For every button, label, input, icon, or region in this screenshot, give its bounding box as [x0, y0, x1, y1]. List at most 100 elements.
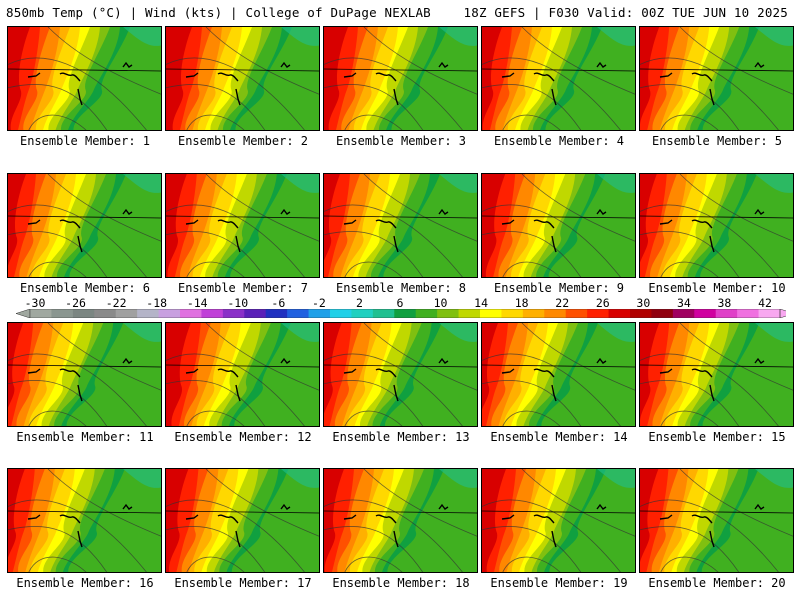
- colorbar-arrow-right: [779, 309, 786, 318]
- border-line: [324, 364, 477, 368]
- height-contour: [363, 323, 477, 391]
- height-contour: [502, 556, 561, 572]
- coastline: [59, 368, 81, 378]
- height-contour: [502, 261, 561, 277]
- height-contour: [205, 174, 319, 242]
- height-contour: [47, 174, 161, 242]
- height-contour: [660, 114, 719, 130]
- ensemble-member-map: [481, 468, 636, 573]
- coastline: [235, 384, 241, 402]
- colorbar-segment: [51, 309, 74, 318]
- colorbar-tick-label: 42: [758, 296, 772, 310]
- ensemble-member-map: [639, 322, 794, 427]
- coastline: [375, 368, 397, 378]
- temperature-band: [8, 469, 25, 572]
- height-contour: [482, 230, 582, 277]
- ensemble-member-map: [481, 322, 636, 427]
- coastline: [501, 514, 515, 520]
- height-contour: [640, 525, 740, 572]
- colorbar-segment: [222, 309, 245, 318]
- height-contour: [166, 379, 266, 426]
- height-contour: [679, 323, 793, 391]
- colorbar-segment: [94, 309, 117, 318]
- coastline: [27, 72, 41, 78]
- ensemble-member-map: [165, 322, 320, 427]
- height-contour: [8, 204, 147, 277]
- height-contour: [166, 499, 305, 572]
- height-contour: [28, 114, 87, 130]
- height-contour: [324, 230, 424, 277]
- temperature-band: [324, 27, 348, 130]
- coastline: [754, 503, 765, 510]
- border-line: [166, 68, 319, 72]
- border-line: [8, 215, 161, 219]
- colorbar-tick-label: 22: [555, 296, 570, 310]
- height-contour: [344, 556, 403, 572]
- coastline: [501, 219, 515, 225]
- ensemble-member-map: [165, 26, 320, 131]
- coastline: [393, 384, 399, 402]
- height-contour: [324, 353, 463, 426]
- colorbar-segment: [72, 309, 95, 318]
- coastline: [533, 219, 555, 229]
- colorbar-segment: [244, 309, 267, 318]
- colorbar-segment: [651, 309, 674, 318]
- colorbar-tick-label: 14: [474, 296, 489, 310]
- colorbar-tick-label: -26: [65, 296, 86, 310]
- height-contour: [521, 174, 635, 242]
- height-contour: [166, 353, 305, 426]
- colorbar-segment: [394, 309, 417, 318]
- temperature-band: [640, 469, 659, 572]
- height-contour: [205, 323, 319, 391]
- colorbar-segment: [672, 309, 695, 318]
- ensemble-member-caption: Ensemble Member: 18: [332, 576, 470, 590]
- height-contour: [166, 83, 266, 130]
- temperature-band: [482, 469, 506, 572]
- height-contour: [324, 57, 463, 130]
- ensemble-member-caption: Ensemble Member: 6: [19, 281, 151, 295]
- coastline: [533, 368, 555, 378]
- ensemble-member-caption: Ensemble Member: 12: [174, 430, 312, 444]
- height-contour: [8, 83, 108, 130]
- ensemble-member-caption: Ensemble Member: 5: [651, 134, 783, 148]
- colorbar-segment: [715, 309, 738, 318]
- height-contour: [482, 204, 621, 277]
- border-line: [640, 364, 793, 368]
- coastline: [375, 219, 397, 229]
- colorbar-tick-label: -10: [227, 296, 249, 310]
- temperature-band: [482, 323, 498, 426]
- coastline: [691, 219, 713, 229]
- ensemble-member-map: [639, 26, 794, 131]
- border-line: [640, 215, 793, 219]
- height-contour: [482, 57, 621, 130]
- coastline: [659, 368, 673, 374]
- colorbar-segment: [758, 309, 781, 318]
- colorbar-segment: [137, 309, 160, 318]
- temperature-band: [8, 174, 26, 277]
- height-contour: [640, 83, 740, 130]
- coastline: [27, 368, 41, 374]
- ensemble-member-caption: Ensemble Member: 3: [335, 134, 467, 148]
- coastline: [691, 514, 713, 524]
- height-contour: [640, 353, 779, 426]
- height-contour: [47, 27, 161, 95]
- colorbar-segment: [287, 309, 310, 318]
- coastline: [691, 72, 713, 82]
- height-contour: [166, 204, 305, 277]
- colorbar-segment: [265, 309, 288, 318]
- colorbar-tick-label: -30: [24, 296, 46, 310]
- coastline: [709, 384, 715, 402]
- model-run-info: 18Z GEFS | F030 Valid: 00Z TUE JUN 10 20…: [463, 5, 788, 20]
- height-contour: [324, 525, 424, 572]
- height-contour: [640, 204, 779, 277]
- coastline: [343, 368, 357, 374]
- colorbar-segment: [115, 309, 138, 318]
- height-contour: [363, 469, 477, 537]
- colorbar-tick-label: 38: [717, 296, 732, 310]
- colorbar-segment: [565, 309, 588, 318]
- temperature-band: [482, 27, 502, 130]
- coastline: [754, 61, 765, 68]
- ensemble-member-caption: Ensemble Member: 13: [332, 430, 470, 444]
- height-contour: [660, 556, 719, 572]
- ensemble-member-caption: Ensemble Member: 9: [493, 281, 625, 295]
